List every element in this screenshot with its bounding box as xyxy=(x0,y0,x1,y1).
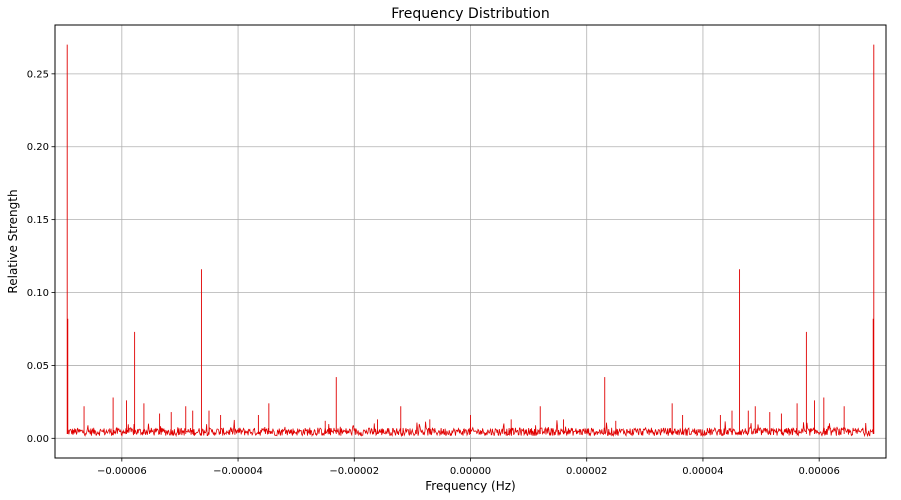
grid-lines xyxy=(55,25,886,458)
x-tick-label: 0.00000 xyxy=(450,466,491,477)
series-group xyxy=(66,44,875,438)
y-tick-label: 0.10 xyxy=(27,288,49,299)
y-tick-label: 0.05 xyxy=(27,361,49,372)
x-tick-label: −0.00006 xyxy=(97,466,147,477)
y-tick-label: 0.25 xyxy=(27,69,49,80)
x-tick-label: −0.00002 xyxy=(329,466,379,477)
y-axis-label: Relative Strength xyxy=(6,189,20,293)
y-axis-ticks: 0.00 0.05 0.10 0.15 0.20 0.25 xyxy=(27,69,55,445)
x-tick-label: 0.00006 xyxy=(798,466,839,477)
y-tick-label: 0.15 xyxy=(27,215,49,226)
x-tick-label: 0.00002 xyxy=(566,466,607,477)
x-axis-label: Frequency (Hz) xyxy=(425,479,516,493)
x-tick-label: −0.00004 xyxy=(213,466,263,477)
y-tick-label: 0.20 xyxy=(27,142,49,153)
y-tick-label: 0.00 xyxy=(27,434,49,445)
x-axis-ticks: −0.00006 −0.00004 −0.00002 0.00000 0.00002 0.… xyxy=(97,458,840,477)
x-tick-label: 0.00004 xyxy=(682,466,723,477)
chart-title: Frequency Distribution xyxy=(391,6,549,22)
